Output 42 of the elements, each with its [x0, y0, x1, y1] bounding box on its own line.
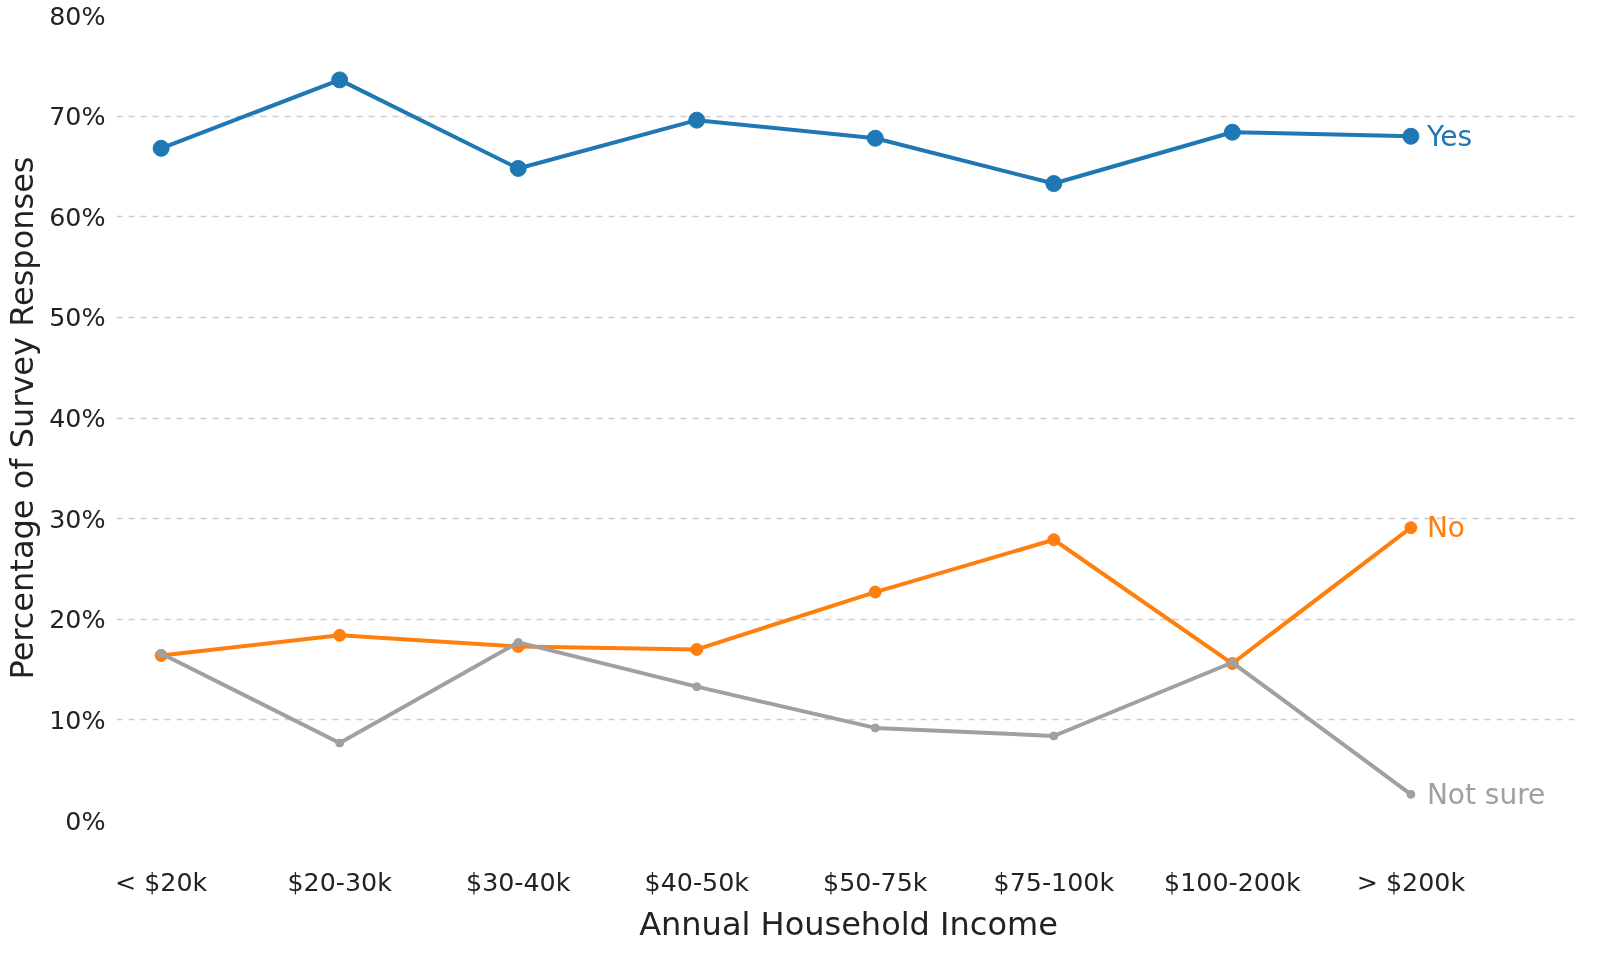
x-axis-title: Annual Household Income — [639, 904, 1058, 943]
x-tick-label: $50-75k — [823, 866, 928, 897]
point — [1404, 521, 1418, 535]
y-tick-label: 10% — [49, 704, 106, 735]
y-tick-label: 0% — [65, 805, 106, 836]
point — [152, 139, 170, 157]
y-axis-title: Percentage of Survey Responses — [3, 156, 42, 680]
x-tick-label: < $20k — [114, 866, 208, 897]
y-tick-label: 20% — [49, 604, 106, 635]
y-tick-label: 70% — [49, 101, 106, 132]
point — [1047, 533, 1061, 547]
point — [1223, 123, 1241, 141]
x-tick-label: $75-100k — [993, 866, 1115, 897]
y-tick-label: 50% — [49, 302, 106, 333]
point — [1406, 789, 1416, 799]
series-label: No — [1426, 511, 1465, 545]
point — [688, 111, 706, 129]
point — [866, 129, 884, 147]
point — [331, 71, 349, 89]
x-tick-label: $30-40k — [466, 866, 571, 897]
y-tick-label: 60% — [49, 201, 106, 232]
point — [509, 159, 527, 177]
x-tick-label: $100-200k — [1164, 866, 1301, 897]
point — [156, 648, 166, 658]
y-tick-label: 80% — [49, 0, 106, 31]
point — [690, 642, 704, 656]
point — [870, 723, 880, 733]
series-label: Not sure — [1426, 777, 1546, 811]
x-tick-label: $40-50k — [644, 866, 750, 897]
y-tick-label: 30% — [49, 503, 106, 534]
point — [692, 682, 702, 692]
point — [868, 585, 882, 599]
point — [333, 628, 347, 642]
y-tick-label: 40% — [49, 403, 106, 433]
point — [1402, 127, 1420, 145]
point — [1045, 175, 1063, 193]
series-label: Yes — [1425, 119, 1473, 153]
point — [335, 738, 345, 748]
point — [513, 637, 523, 647]
x-tick-label: > $200k — [1356, 866, 1466, 897]
x-tick-label: $20-30k — [287, 866, 393, 897]
point — [1049, 731, 1059, 741]
